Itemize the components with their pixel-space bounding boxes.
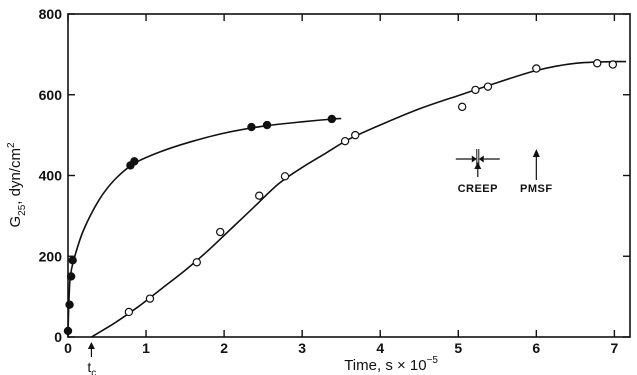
filled-data-point — [130, 157, 139, 166]
x-tick-label: 3 — [298, 340, 306, 356]
open-data-point — [280, 172, 290, 181]
y-tick-label: 0 — [54, 329, 62, 345]
x-tick-label: 5 — [454, 340, 462, 356]
series-1-curve — [67, 117, 342, 338]
filled-data-point — [65, 300, 74, 309]
filled-data-point — [68, 256, 77, 265]
annotations: tc CREEP PMSF — [87, 149, 552, 375]
y-tick-label: 800 — [39, 6, 63, 22]
open-data-point — [457, 102, 467, 112]
filled-data-point — [247, 122, 256, 132]
x-tick-label: 1 — [142, 340, 150, 356]
open-data-point — [145, 294, 155, 303]
open-data-point — [351, 130, 360, 140]
open-data-point — [471, 85, 480, 95]
open-data-point — [340, 136, 350, 146]
open-data-point — [608, 60, 618, 69]
creep-right-arrowhead — [478, 155, 484, 163]
x-axis-label-exponent: −5 — [427, 355, 439, 366]
open-data-point — [483, 82, 493, 91]
x-tick-label: 7 — [610, 340, 618, 356]
x-axis-label: Time, s × 10−5 — [344, 355, 438, 374]
open-data-point — [216, 227, 225, 237]
ticks: 0 1 2 3 4 5 6 7 0 200 400 600 800 — [39, 6, 630, 356]
filled-data-point — [262, 120, 272, 130]
filled-data-point — [63, 326, 73, 336]
x-tick-label: 0 — [64, 340, 72, 356]
pmsf-label: PMSF — [520, 183, 553, 195]
y-tick-label: 400 — [39, 168, 63, 184]
open-data-point — [124, 307, 134, 317]
x-tick-label: 6 — [532, 340, 540, 356]
points — [63, 59, 618, 336]
y-axis-label: G25, dyn/cm2 — [6, 142, 28, 227]
open-data-point — [192, 258, 201, 267]
open-data-point — [255, 191, 264, 200]
tc-arrow-head — [87, 342, 95, 349]
series-2-curve — [90, 60, 627, 338]
pmsf-arrowhead — [532, 149, 540, 157]
tc-label: tc — [87, 359, 96, 375]
y-tick-label: 200 — [39, 248, 63, 264]
creep-up-arrowhead — [474, 162, 482, 169]
filled-data-point — [66, 272, 76, 281]
plot-frame — [67, 13, 631, 338]
open-data-point — [532, 64, 541, 73]
x-tick-label: 4 — [376, 340, 384, 356]
creep-label: CREEP — [458, 183, 498, 195]
y-tick-label: 600 — [39, 87, 63, 103]
filled-data-point — [327, 114, 337, 124]
open-data-point — [593, 59, 602, 68]
x-tick-label: 2 — [220, 340, 228, 356]
creep-left-arrowhead — [471, 155, 477, 163]
axes — [67, 13, 631, 338]
